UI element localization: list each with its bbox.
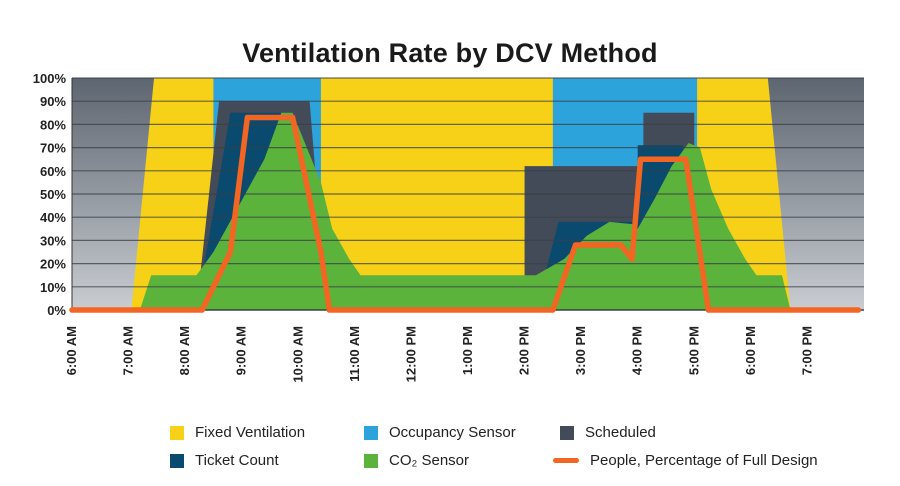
y-tick-label: 100%	[33, 71, 67, 86]
x-tick-label: 6:00 AM	[64, 326, 79, 375]
x-tick-label: 8:00 AM	[177, 326, 192, 375]
series-co2-sensor	[72, 112, 791, 310]
x-tick-label: 3:00 PM	[573, 326, 588, 375]
y-tick-label: 30%	[40, 233, 66, 248]
x-tick-label: 7:00 AM	[121, 326, 136, 375]
y-tick-label: 80%	[40, 117, 66, 132]
y-tick-label: 60%	[40, 164, 66, 179]
y-tick-label: 40%	[40, 210, 66, 225]
y-tick-label: 50%	[40, 187, 66, 202]
x-tick-label: 11:00 AM	[347, 326, 362, 382]
x-tick-label: 9:00 AM	[234, 326, 249, 375]
x-tick-label: 4:00 PM	[630, 326, 645, 375]
x-tick-label: 2:00 PM	[517, 326, 532, 375]
y-tick-label: 10%	[40, 280, 66, 295]
x-tick-label: 5:00 PM	[686, 326, 701, 375]
x-tick-label: 1:00 PM	[460, 326, 475, 375]
x-tick-label: 7:00 PM	[799, 326, 814, 375]
y-tick-label: 20%	[40, 257, 66, 272]
chart-title: Ventilation Rate by DCV Method	[242, 38, 658, 68]
series-people	[69, 114, 862, 313]
y-tick-label: 0%	[47, 303, 66, 318]
x-tick-label: 6:00 PM	[743, 326, 758, 375]
x-tick-label: 12:00 PM	[403, 326, 418, 382]
x-tick-label: 10:00 AM	[290, 326, 305, 383]
y-tick-label: 90%	[40, 94, 66, 109]
y-tick-label: 70%	[40, 141, 66, 156]
